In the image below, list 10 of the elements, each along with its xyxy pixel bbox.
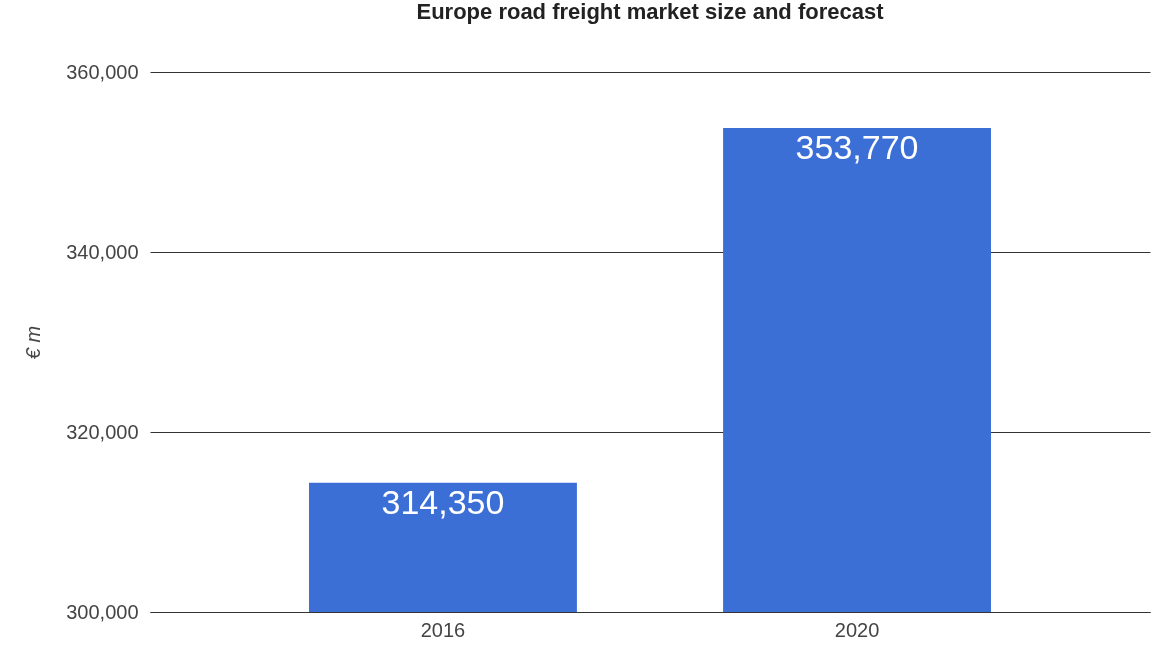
data-label: 353,770 — [795, 128, 919, 167]
y-tick-label: 320,000 — [66, 420, 139, 443]
x-tick-label: 2016 — [420, 618, 466, 641]
data-label: 314,350 — [381, 482, 505, 521]
chart-title: Europe road freight market size and forecast — [416, 0, 885, 24]
y-tick-label: 360,000 — [66, 60, 139, 83]
y-axis-title: € m — [22, 325, 45, 360]
y-tick-label: 340,000 — [66, 240, 139, 263]
x-tick-label: 2020 — [834, 618, 880, 641]
y-tick-label: 300,000 — [66, 600, 139, 623]
